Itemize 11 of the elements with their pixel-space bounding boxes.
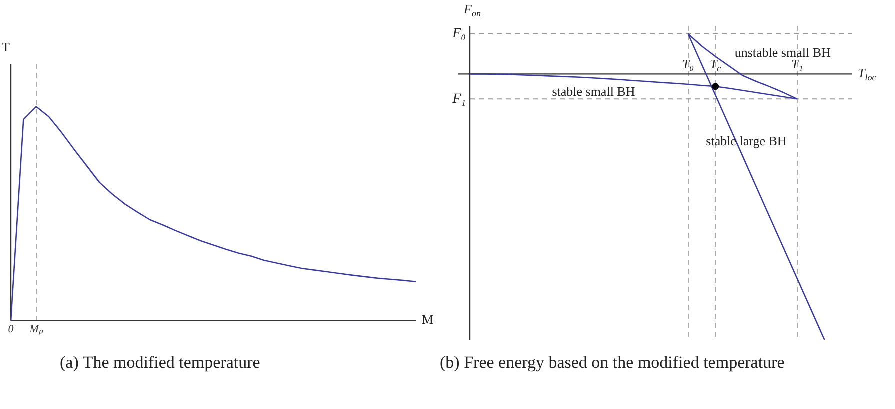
text: (b) Free energy based on the modified temperature <box>440 352 786 373</box>
ref-line-label: F₀ <box>452 26 466 42</box>
x-tick-label: Mₚ <box>28 323 44 336</box>
x-tick-label: T₀ <box>682 56 694 72</box>
x-tick-label: 0 <box>8 323 14 336</box>
y-axis-title: T <box>2 39 10 54</box>
series-label: stable large BH <box>706 134 787 149</box>
x-axis-title: M <box>422 312 434 328</box>
series-label: stable small BH <box>552 84 636 100</box>
ref-line-label: F₁ <box>452 92 466 107</box>
text: (a) The modified temperature <box>60 352 262 373</box>
